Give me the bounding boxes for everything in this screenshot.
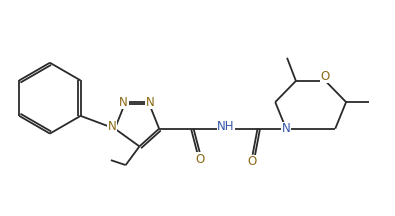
Text: N: N	[146, 96, 154, 109]
Text: N: N	[282, 122, 290, 135]
Text: N: N	[119, 96, 128, 109]
Text: O: O	[321, 70, 330, 83]
Text: NH: NH	[217, 120, 235, 133]
Text: N: N	[108, 120, 117, 133]
Text: O: O	[247, 155, 256, 168]
Text: O: O	[196, 153, 205, 166]
